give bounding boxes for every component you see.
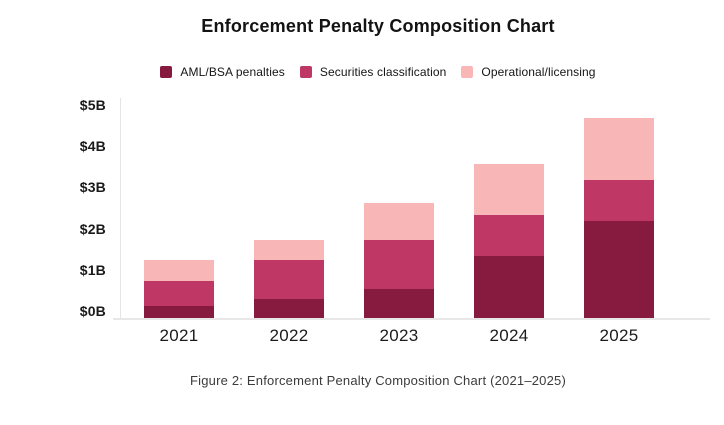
bar-segment-aml-bsa-penalties [254, 299, 324, 318]
y-axis-tick-4b: $4B [79, 138, 106, 155]
x-axis-label-2021: 2021 [159, 326, 199, 345]
legend-swatch-icon [160, 66, 173, 78]
y-axis-line [120, 98, 121, 318]
x-axis-label-2025: 2025 [599, 326, 639, 345]
bar-segment-securities-classification [144, 280, 214, 306]
bar-2024 [474, 163, 544, 318]
bar-2021 [144, 260, 214, 318]
bar-segment-operational-licensing [144, 260, 214, 281]
x-axis-line [113, 318, 710, 320]
bar-2023 [364, 202, 434, 318]
bar-segment-aml-bsa-penalties [474, 256, 544, 318]
x-axis-label-2022: 2022 [269, 326, 309, 345]
figure-caption: Figure 2: Enforcement Penalty Compositio… [190, 373, 566, 388]
plot-area [121, 98, 710, 318]
bar-segment-operational-licensing [474, 163, 544, 216]
x-axis-label-2023: 2023 [379, 326, 419, 345]
bar-segment-securities-classification [584, 180, 654, 222]
legend-label: AML/BSA penalties [180, 65, 285, 79]
y-axis-tick-5b: $5B [79, 97, 106, 113]
legend-item-operational-licensing: Operational/licensing [461, 65, 595, 79]
chart-title: Enforcement Penalty Composition Chart [201, 16, 555, 36]
legend-item-securities-classification: Securities classification [299, 65, 447, 79]
bar-2022 [254, 239, 324, 318]
bar-segment-aml-bsa-penalties [584, 221, 654, 318]
y-axis-tick-3b: $3B [79, 179, 106, 196]
y-axis-tick-2b: $2B [79, 220, 106, 237]
bar-segment-operational-licensing [584, 118, 654, 180]
bar-segment-operational-licensing [364, 202, 434, 240]
bar-segment-securities-classification [364, 239, 434, 290]
x-axis-label-2024: 2024 [489, 326, 529, 345]
chart-legend: AML/BSA penalties Securities classificati… [32, 65, 724, 79]
bar-segment-operational-licensing [254, 239, 324, 261]
legend-label: Securities classification [319, 65, 447, 79]
legend-label: Operational/licensing [481, 65, 596, 79]
bar-segment-securities-classification [474, 215, 544, 257]
legend-item-aml-bsa-penalties: AML/BSA penalties [160, 65, 285, 79]
bar-2025 [584, 118, 654, 318]
bar-segment-aml-bsa-penalties [364, 289, 434, 318]
legend-swatch-icon [299, 66, 312, 78]
bar-segment-aml-bsa-penalties [144, 305, 214, 318]
y-axis-tick-1b: $1B [79, 261, 106, 278]
bar-segment-securities-classification [254, 260, 324, 300]
y-axis-tick-0b: $0B [79, 303, 106, 319]
legend-swatch-icon [461, 66, 474, 78]
